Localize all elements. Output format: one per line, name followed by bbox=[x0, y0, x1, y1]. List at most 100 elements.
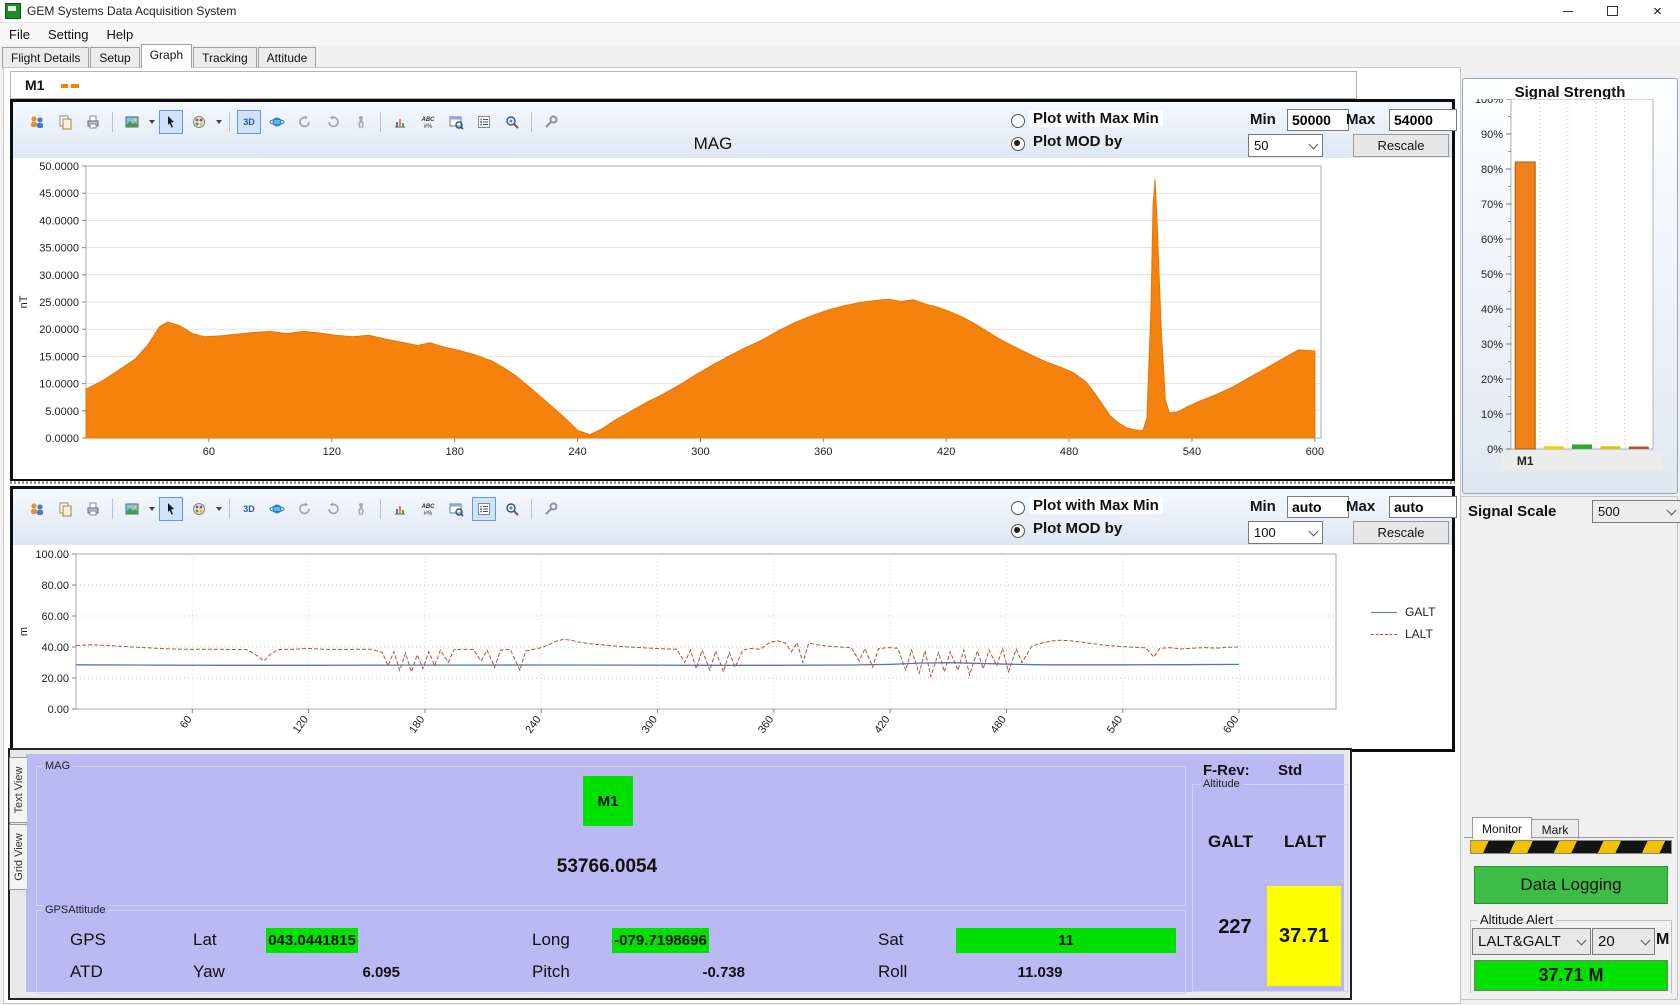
mag-chart-panel: 3D ABC#% Plot with Max Min Plot MOD by M… bbox=[10, 99, 1455, 482]
chevron-down-icon bbox=[1667, 506, 1677, 516]
long-label: Long bbox=[532, 930, 570, 950]
tab-attitude[interactable]: Attitude bbox=[258, 47, 317, 68]
tab-graph[interactable]: Graph bbox=[141, 44, 192, 68]
svg-text:35.0000: 35.0000 bbox=[39, 243, 79, 255]
svg-text:180: 180 bbox=[407, 714, 427, 736]
pointer-tool-icon[interactable] bbox=[159, 497, 183, 521]
copy-icon[interactable] bbox=[53, 497, 77, 521]
tools-icon[interactable] bbox=[539, 497, 563, 521]
svg-text:90%: 90% bbox=[1481, 129, 1503, 141]
svg-text:480: 480 bbox=[1060, 446, 1078, 458]
data-logging-button[interactable]: Data Logging bbox=[1474, 866, 1668, 904]
svg-text:120: 120 bbox=[323, 446, 341, 458]
signal-scale-select[interactable]: 500 bbox=[1592, 500, 1680, 523]
svg-text:40.00: 40.00 bbox=[41, 642, 69, 654]
svg-text:50%: 50% bbox=[1481, 269, 1503, 281]
palette-icon[interactable] bbox=[187, 497, 211, 521]
tab-tracking[interactable]: Tracking bbox=[193, 47, 257, 68]
f-rev-label: F-Rev: bbox=[1203, 762, 1250, 779]
plot-with-maxmin-label: Plot with Max Min bbox=[1029, 497, 1163, 514]
3d-view-icon[interactable]: 3D bbox=[237, 497, 261, 521]
panel-splitter[interactable] bbox=[10, 481, 1455, 484]
chart-style-icon[interactable] bbox=[388, 497, 412, 521]
svg-text:80%: 80% bbox=[1481, 164, 1503, 176]
chevron-down-icon bbox=[1577, 936, 1587, 946]
svg-text:300: 300 bbox=[640, 714, 660, 736]
print-icon[interactable] bbox=[81, 497, 105, 521]
minimize-button[interactable] bbox=[1545, 0, 1590, 22]
rotate-left-icon[interactable] bbox=[293, 497, 317, 521]
lat-value: 043.0441815 bbox=[266, 928, 358, 953]
signal-strength-panel: Signal Strength 0%10%20%30%40%50%60%70%8… bbox=[1462, 78, 1678, 494]
tab-setup[interactable]: Setup bbox=[90, 47, 139, 68]
close-button[interactable]: × bbox=[1635, 0, 1680, 22]
svg-text:360: 360 bbox=[814, 446, 832, 458]
tab-grid-view[interactable]: Grid View bbox=[9, 824, 27, 890]
svg-text:0.00: 0.00 bbox=[48, 704, 69, 716]
svg-text:480: 480 bbox=[989, 714, 1009, 736]
sensor-label: M1 bbox=[25, 77, 44, 93]
background-image-icon[interactable] bbox=[120, 497, 144, 521]
lalt-line-swatch bbox=[1371, 634, 1397, 635]
tab-mark[interactable]: Mark bbox=[1531, 819, 1579, 839]
galt-line-swatch bbox=[1371, 612, 1397, 613]
plot-with-maxmin-radio[interactable] bbox=[1011, 501, 1025, 515]
zoom-icon[interactable] bbox=[500, 497, 524, 521]
svg-text:80.00: 80.00 bbox=[41, 580, 69, 592]
mag-plot[interactable]: 0.00005.000010.000015.000020.000025.0000… bbox=[13, 102, 1452, 479]
menu-setting[interactable]: Setting bbox=[39, 24, 97, 45]
maximize-button[interactable] bbox=[1590, 0, 1635, 22]
palette-dropdown-caret-icon[interactable] bbox=[216, 507, 222, 511]
plot-mod-by-radio[interactable] bbox=[1011, 524, 1025, 538]
image-dropdown-caret-icon[interactable] bbox=[149, 507, 155, 511]
yaw-label: Yaw bbox=[193, 962, 225, 982]
mag-group-label: MAG bbox=[42, 760, 73, 772]
axis-labels-icon[interactable]: ABC#% bbox=[416, 497, 440, 521]
mod-select[interactable]: 100 bbox=[1248, 521, 1323, 544]
altitude-plot[interactable]: 0.0020.0040.0060.0080.00100.006012018024… bbox=[13, 545, 1452, 749]
rescale-button[interactable]: Rescale bbox=[1353, 521, 1449, 544]
mag-reading-value: 53766.0054 bbox=[477, 856, 737, 878]
tab-flight-details[interactable]: Flight Details bbox=[2, 47, 89, 68]
gps-label: GPS bbox=[70, 930, 106, 950]
alert-source-select[interactable]: LALT&GALT bbox=[1472, 928, 1591, 955]
svg-text:40%: 40% bbox=[1481, 304, 1503, 316]
altitude-chart-panel: 3D ABC#% Plot with Max Min Plot MOD by M… bbox=[10, 486, 1455, 752]
legend-toggle-icon[interactable] bbox=[472, 497, 496, 521]
svg-text:25.0000: 25.0000 bbox=[39, 297, 79, 309]
svg-text:ABC: ABC bbox=[421, 504, 436, 510]
alert-threshold-select[interactable]: 20 bbox=[1592, 928, 1655, 955]
svg-text:60%: 60% bbox=[1481, 234, 1503, 246]
svg-text:20%: 20% bbox=[1481, 374, 1503, 386]
menu-file[interactable]: File bbox=[0, 24, 39, 45]
min-label: Min bbox=[1250, 498, 1276, 515]
roll-label: Roll bbox=[878, 962, 907, 982]
altitude-legend: GALT LALT bbox=[1371, 601, 1449, 645]
svg-text:50.0000: 50.0000 bbox=[39, 161, 79, 173]
signal-scale-label: Signal Scale bbox=[1468, 503, 1556, 520]
max-input[interactable] bbox=[1389, 496, 1457, 518]
sensor-status-badge: M1 bbox=[583, 776, 633, 826]
menu-help[interactable]: Help bbox=[97, 24, 142, 45]
svg-text:30%: 30% bbox=[1481, 339, 1503, 351]
walk-tool-icon[interactable] bbox=[349, 497, 373, 521]
tab-monitor[interactable]: Monitor bbox=[1472, 817, 1532, 839]
svg-text:nT: nT bbox=[18, 295, 30, 308]
svg-text:420: 420 bbox=[872, 714, 892, 736]
min-input[interactable] bbox=[1287, 496, 1349, 518]
svg-text:0%: 0% bbox=[1487, 444, 1503, 456]
svg-text:10.0000: 10.0000 bbox=[39, 379, 79, 391]
svg-text:120: 120 bbox=[291, 714, 311, 736]
atd-label: ATD bbox=[70, 962, 103, 982]
users-icon[interactable] bbox=[25, 497, 49, 521]
orbit-icon[interactable] bbox=[265, 497, 289, 521]
hazard-stripe-bar bbox=[1470, 840, 1672, 854]
preview-window-icon[interactable] bbox=[444, 497, 468, 521]
svg-text:20.0000: 20.0000 bbox=[39, 324, 79, 336]
tab-text-view[interactable]: Text View bbox=[9, 757, 27, 823]
rotate-right-icon[interactable] bbox=[321, 497, 345, 521]
galt-value: 227 bbox=[1200, 916, 1270, 939]
svg-text:240: 240 bbox=[568, 446, 586, 458]
svg-text:3D: 3D bbox=[243, 504, 255, 514]
svg-text:180: 180 bbox=[445, 446, 463, 458]
